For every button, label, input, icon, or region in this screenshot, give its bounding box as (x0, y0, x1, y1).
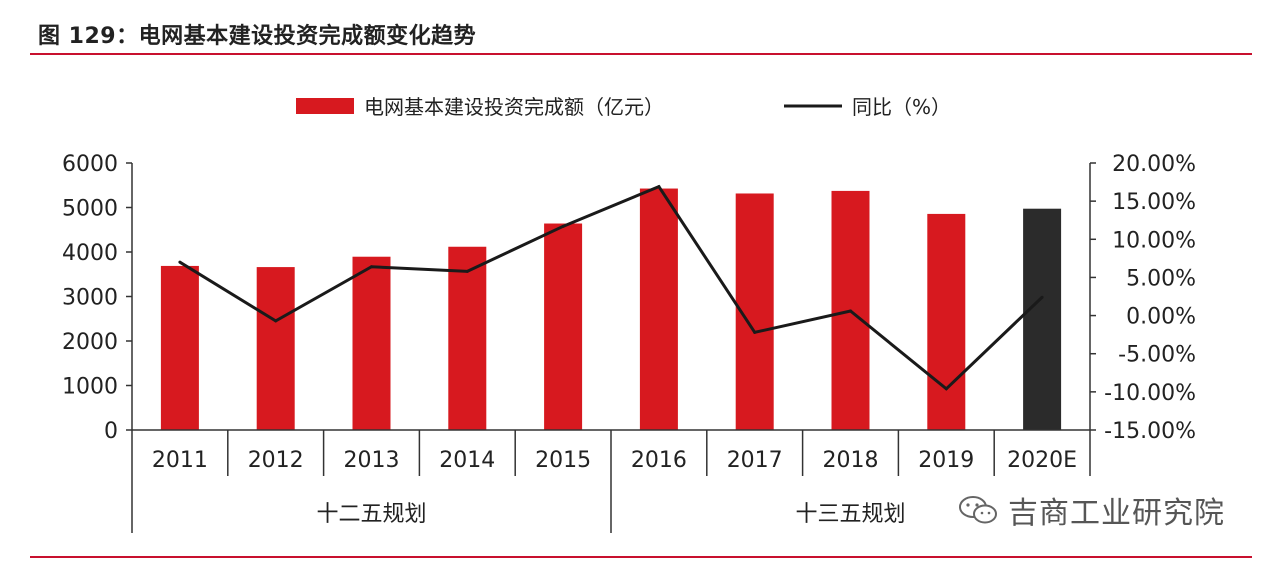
yoy-point-2012 (274, 319, 278, 323)
wechat-icon (959, 496, 997, 524)
yoy-point-2018 (849, 309, 852, 313)
right-tick-label: -15.00% (1104, 419, 1196, 444)
legend-bar-label: 电网基本建设投资完成额（亿元） (364, 95, 664, 119)
x-tick-label: 2013 (344, 448, 400, 473)
watermark: 吉商工业研究院 (958, 488, 1225, 532)
bar-2015 (544, 223, 583, 430)
bar-2014 (448, 246, 487, 430)
left-tick-label: 5000 (62, 197, 118, 222)
x-tick-label: 2011 (152, 448, 208, 473)
left-tick-label: 4000 (62, 241, 118, 266)
left-tick-label: 3000 (62, 286, 118, 311)
yoy-point-2020E (1040, 295, 1044, 299)
yoy-point-2017 (753, 330, 757, 334)
right-tick-label: 15.00% (1112, 190, 1196, 215)
x-tick-label: 2015 (535, 448, 591, 473)
yoy-polyline (179, 184, 1044, 391)
right-tick-label: -10.00% (1104, 381, 1196, 406)
yoy-point-2011 (178, 260, 182, 264)
x-tick-label: 2017 (727, 448, 783, 473)
right-tick-label: 5.00% (1126, 266, 1196, 291)
yoy-point-2019 (944, 387, 948, 391)
axes: 0 1000 2000 3000 4000 5000 6000 -15.00% -10.00% -… (62, 152, 1196, 444)
bar-2011 (160, 265, 199, 430)
bar-2012 (256, 267, 295, 430)
x-tick-label: 2018 (823, 448, 879, 473)
yoy-point-2013 (370, 265, 373, 269)
bar-2016 (639, 188, 678, 430)
yoy-point-2016 (657, 185, 661, 189)
left-tick-label: 6000 (62, 152, 118, 177)
x-axis-table: 2011 2012 2013 2014 2015 2016 2017 2018 2019 2020… (131, 429, 1091, 533)
yoy-line (178, 184, 1044, 391)
x-tick-label: 2019 (918, 448, 974, 473)
bar-2020E (1023, 208, 1062, 430)
x-tick-label: 2016 (631, 448, 687, 473)
yoy-point-2014 (465, 269, 469, 273)
left-tick-label: 1000 (62, 375, 118, 400)
watermark-text: 吉商工业研究院 (1008, 496, 1225, 531)
bottom-divider (30, 556, 1252, 558)
group-label: 十三五规划 (795, 502, 905, 527)
legend-line-label: 同比（%） (852, 95, 951, 119)
right-tick-label: 20.00% (1112, 152, 1196, 177)
right-tick-label: 10.00% (1112, 228, 1196, 253)
figure-title: 图 129：电网基本建设投资完成额变化趋势 (38, 24, 477, 49)
top-divider (30, 53, 1252, 55)
bar-2013 (352, 256, 391, 430)
legend: 电网基本建设投资完成额（亿元） 同比（%） (296, 95, 951, 119)
group-label: 十二五规划 (316, 502, 426, 527)
right-tick-label: -5.00% (1118, 343, 1196, 368)
left-tick-label: 2000 (62, 330, 118, 355)
right-tick-label: 0.00% (1126, 305, 1196, 330)
left-tick-label: 0 (104, 419, 118, 444)
x-tick-label: 2012 (248, 448, 304, 473)
yoy-point-2015 (561, 224, 565, 228)
bar-2019 (927, 213, 966, 430)
x-tick-label: 2020E (1007, 448, 1077, 473)
legend-bar-swatch (296, 98, 354, 114)
x-tick-label: 2014 (439, 448, 495, 473)
